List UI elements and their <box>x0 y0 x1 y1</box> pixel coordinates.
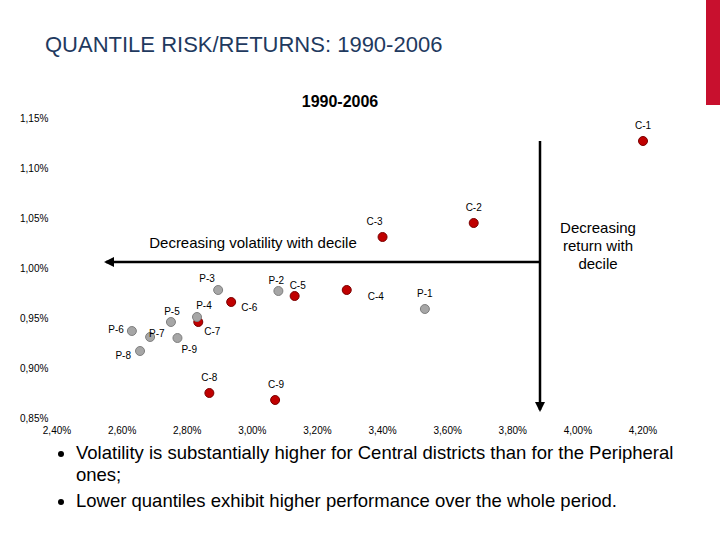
y-tick-label: 0,85% <box>20 413 48 424</box>
point <box>205 389 214 398</box>
x-tick-label: 2,60% <box>108 425 136 436</box>
point-label: C-7 <box>204 326 221 337</box>
x-tick-label: 3,80% <box>499 425 527 436</box>
y-tick-label: 1,10% <box>20 163 48 174</box>
x-tick-label: 3,60% <box>433 425 461 436</box>
annotation: Decreasing return with decile <box>543 219 653 273</box>
x-tick-label: 4,20% <box>629 425 657 436</box>
point <box>214 286 223 295</box>
point <box>469 219 478 228</box>
point-label: C-5 <box>290 280 307 291</box>
x-tick-label: 2,40% <box>43 425 71 436</box>
bullet-list: Volatility is substantially higher for C… <box>48 442 716 516</box>
vertical-arrow <box>539 141 542 410</box>
point-label: C-4 <box>368 291 385 302</box>
point <box>227 298 236 307</box>
horizontal-arrow <box>106 261 540 264</box>
point-label: C-6 <box>241 302 258 313</box>
point-label: C-8 <box>201 372 218 383</box>
y-tick-label: 1,00% <box>20 263 48 274</box>
x-tick-label: 3,20% <box>303 425 331 436</box>
point-label: C-2 <box>466 202 483 213</box>
point <box>166 318 175 327</box>
point-label: P-4 <box>196 300 212 311</box>
point <box>420 305 429 314</box>
y-tick-label: 0,90% <box>20 363 48 374</box>
point-label: C-3 <box>366 216 383 227</box>
point-label: P-5 <box>164 306 180 317</box>
point-label: P-8 <box>115 350 131 361</box>
x-tick-label: 3,40% <box>368 425 396 436</box>
point-label: C-1 <box>635 120 652 131</box>
point <box>173 334 182 343</box>
chart-title: 1990-2006 <box>302 93 379 110</box>
x-tick-label: 4,00% <box>564 425 592 436</box>
point <box>274 287 283 296</box>
point <box>342 286 351 295</box>
point <box>290 292 299 301</box>
x-tick-label: 2,80% <box>173 425 201 436</box>
annotation: Decreasing volatility with decile <box>149 234 357 251</box>
y-tick-label: 1,05% <box>20 213 48 224</box>
x-tick-label: 3,00% <box>238 425 266 436</box>
point <box>378 233 387 242</box>
point <box>136 347 145 356</box>
point <box>192 313 201 322</box>
point <box>127 327 136 336</box>
bullet: Lower quantiles exhibit higher performan… <box>76 490 716 512</box>
bullet: Volatility is substantially higher for C… <box>76 442 716 486</box>
point-label: P-6 <box>108 324 124 335</box>
y-tick-label: 0,95% <box>20 313 48 324</box>
point <box>271 396 280 405</box>
point-label: P-9 <box>181 344 197 355</box>
slide-title: QUANTILE RISK/RETURNS: 1990-2006 <box>45 32 442 57</box>
point-label: P-1 <box>417 288 433 299</box>
point-label: P-7 <box>149 328 165 339</box>
y-tick-label: 1,15% <box>20 113 48 124</box>
accent-bar <box>706 0 720 105</box>
point-label: C-9 <box>268 379 285 390</box>
point <box>639 137 648 146</box>
point-label: P-2 <box>269 275 285 286</box>
point-label: P-3 <box>199 273 215 284</box>
